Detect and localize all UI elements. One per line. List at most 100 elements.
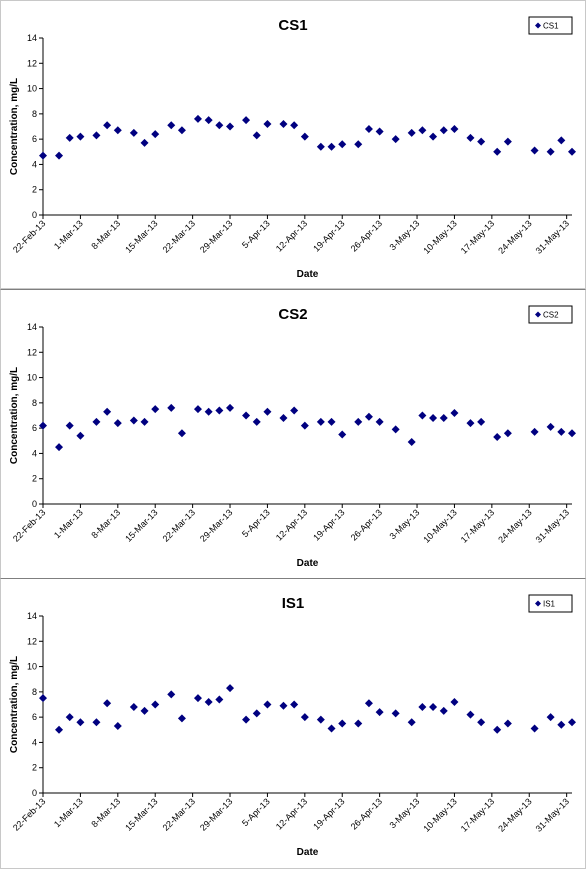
data-point bbox=[279, 119, 288, 128]
data-point bbox=[493, 147, 502, 156]
data-point bbox=[300, 132, 309, 141]
data-point bbox=[300, 713, 309, 722]
data-point bbox=[407, 128, 416, 137]
data-point bbox=[429, 132, 438, 141]
y-axis-label: Concentration, mg/L bbox=[9, 367, 20, 464]
y-tick-label: 8 bbox=[32, 109, 37, 119]
data-point bbox=[76, 132, 85, 141]
data-point bbox=[429, 703, 438, 712]
y-tick-label: 4 bbox=[32, 448, 37, 458]
x-tick-label: 31-May-13 bbox=[534, 218, 571, 255]
data-point bbox=[466, 419, 475, 428]
data-point bbox=[151, 405, 160, 414]
data-point bbox=[193, 114, 202, 123]
data-point bbox=[503, 429, 512, 438]
x-tick-label: 10-May-13 bbox=[421, 796, 458, 833]
legend: CS2 bbox=[528, 305, 573, 324]
data-point bbox=[530, 146, 539, 155]
x-tick-label: 26-Apr-13 bbox=[349, 796, 384, 831]
data-point bbox=[65, 713, 74, 722]
data-point bbox=[316, 142, 325, 151]
y-tick-label: 6 bbox=[32, 712, 37, 722]
y-tick-label: 8 bbox=[32, 687, 37, 697]
data-point bbox=[263, 407, 272, 416]
data-point bbox=[177, 429, 186, 438]
data-point bbox=[55, 725, 64, 734]
data-point bbox=[546, 713, 555, 722]
x-axis-label: Date bbox=[297, 558, 319, 569]
legend-marker bbox=[535, 22, 541, 29]
data-point bbox=[242, 411, 251, 420]
legend-label: IS1 bbox=[543, 600, 556, 609]
data-point bbox=[316, 417, 325, 426]
x-tick-label: 29-Mar-13 bbox=[198, 218, 234, 254]
data-point bbox=[129, 128, 138, 137]
x-tick-label: 8-Mar-13 bbox=[89, 507, 122, 540]
x-tick-label: 1-Mar-13 bbox=[52, 507, 85, 540]
x-tick-label: 26-Apr-13 bbox=[349, 507, 384, 542]
x-tick-label: 12-Apr-13 bbox=[274, 796, 309, 831]
data-point bbox=[429, 414, 438, 423]
data-point bbox=[39, 421, 47, 430]
data-point bbox=[493, 725, 502, 734]
data-point bbox=[530, 427, 539, 436]
x-tick-label: 24-May-13 bbox=[496, 218, 533, 255]
x-tick-label: 17-May-13 bbox=[459, 796, 496, 833]
data-point bbox=[439, 126, 448, 135]
x-tick-label: 15-Mar-13 bbox=[123, 507, 159, 543]
x-tick-label: 22-Feb-13 bbox=[11, 507, 47, 543]
y-tick-label: 2 bbox=[32, 185, 37, 195]
data-point bbox=[65, 133, 74, 142]
data-point bbox=[290, 700, 299, 709]
x-tick-label: 10-May-13 bbox=[421, 507, 458, 544]
x-tick-label: 5-Apr-13 bbox=[240, 507, 272, 539]
x-tick-label: 22-Feb-13 bbox=[11, 218, 47, 254]
data-point bbox=[450, 125, 459, 134]
data-point bbox=[418, 411, 427, 420]
x-tick-label: 5-Apr-13 bbox=[240, 218, 272, 250]
legend: IS1 bbox=[528, 594, 573, 613]
legend-label: CS2 bbox=[543, 311, 559, 320]
x-tick-label: 3-May-13 bbox=[388, 507, 422, 541]
data-point bbox=[568, 429, 576, 438]
x-axis-label: Date bbox=[297, 847, 319, 858]
y-tick-label: 14 bbox=[27, 611, 37, 621]
data-point bbox=[55, 151, 64, 160]
data-point bbox=[338, 430, 347, 439]
y-tick-label: 0 bbox=[32, 210, 37, 220]
data-point bbox=[493, 432, 502, 441]
data-point bbox=[140, 706, 149, 715]
x-tick-label: 8-Mar-13 bbox=[89, 218, 122, 251]
x-tick-label: 3-May-13 bbox=[388, 218, 422, 252]
x-tick-label: 26-Apr-13 bbox=[349, 218, 384, 253]
data-point bbox=[354, 417, 363, 426]
data-point bbox=[290, 121, 299, 130]
data-point bbox=[557, 427, 566, 436]
data-point bbox=[215, 406, 224, 415]
data-point bbox=[103, 121, 112, 130]
y-tick-label: 14 bbox=[27, 322, 37, 332]
data-point bbox=[407, 718, 416, 727]
y-tick-label: 2 bbox=[32, 763, 37, 773]
data-point bbox=[439, 706, 448, 715]
legend: CS1 bbox=[528, 16, 573, 35]
data-point bbox=[76, 718, 85, 727]
data-point bbox=[375, 127, 384, 136]
data-point bbox=[466, 710, 475, 719]
data-point bbox=[375, 417, 384, 426]
data-point bbox=[252, 709, 261, 718]
data-point bbox=[113, 419, 122, 428]
legend-marker bbox=[535, 600, 541, 607]
y-tick-label: 2 bbox=[32, 474, 37, 484]
data-point bbox=[65, 421, 74, 430]
x-tick-label: 22-Mar-13 bbox=[161, 218, 197, 254]
data-point bbox=[557, 136, 566, 145]
legend-box bbox=[528, 594, 573, 613]
y-tick-label: 4 bbox=[32, 159, 37, 169]
data-point bbox=[439, 414, 448, 423]
data-point bbox=[215, 121, 224, 130]
data-point bbox=[215, 695, 224, 704]
x-tick-label: 22-Feb-13 bbox=[11, 796, 47, 832]
legend-box bbox=[528, 16, 573, 35]
data-point bbox=[113, 721, 122, 730]
